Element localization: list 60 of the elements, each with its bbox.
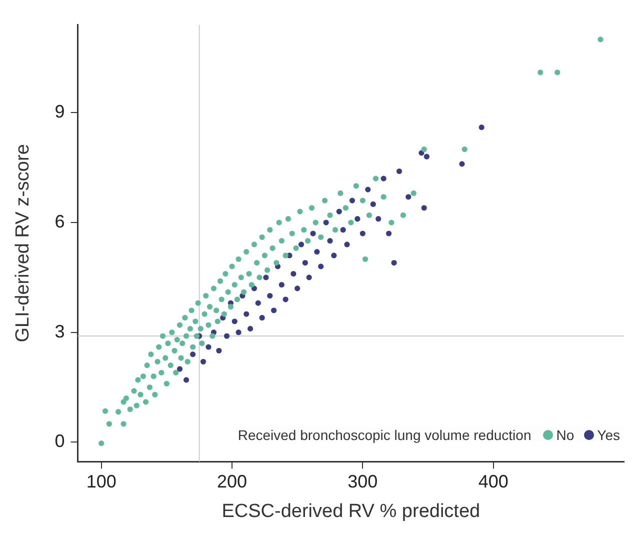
- point: [236, 330, 242, 336]
- point: [314, 249, 320, 255]
- x-tick-label: 200: [216, 471, 248, 492]
- point: [396, 168, 402, 174]
- point: [200, 358, 206, 364]
- point: [370, 201, 376, 208]
- point: [278, 282, 284, 288]
- point: [183, 377, 190, 383]
- point: [259, 314, 265, 321]
- x-tick-label: 300: [348, 471, 378, 492]
- legend-label: No: [556, 427, 574, 443]
- point: [176, 366, 183, 372]
- point: [282, 296, 288, 302]
- point: [344, 242, 350, 248]
- y-tick-label: 0: [54, 431, 65, 452]
- point: [336, 208, 342, 214]
- y-tick-label: 6: [54, 211, 65, 232]
- point: [190, 352, 196, 358]
- point: [271, 308, 277, 314]
- point: [376, 216, 382, 222]
- point: [224, 333, 230, 339]
- x-tick-label: 100: [86, 471, 116, 492]
- point: [247, 326, 254, 332]
- point: [232, 318, 238, 324]
- point: [354, 216, 360, 222]
- point: [406, 194, 412, 200]
- point: [360, 230, 366, 236]
- point: [318, 264, 324, 270]
- point: [302, 260, 308, 266]
- point: [310, 230, 316, 236]
- point: [386, 230, 392, 236]
- legend-title: Received bronchoscopic lung volume reduction: [238, 427, 532, 443]
- legend-label: Yes: [597, 427, 620, 443]
- point: [424, 154, 430, 160]
- x-axis-title: ECSC-derived RV % predicted: [222, 500, 480, 522]
- point: [421, 205, 427, 211]
- point: [306, 274, 312, 280]
- point: [206, 344, 212, 350]
- point: [478, 124, 484, 130]
- point: [349, 198, 356, 204]
- point: [327, 238, 333, 244]
- point: [216, 348, 222, 354]
- point: [267, 292, 273, 299]
- point: [365, 186, 371, 192]
- point: [391, 260, 397, 266]
- point: [290, 270, 296, 277]
- point: [459, 161, 465, 167]
- point: [244, 311, 250, 317]
- point: [263, 274, 269, 280]
- point: [255, 300, 261, 306]
- y-tick-label: 3: [54, 321, 65, 342]
- point: [323, 220, 329, 226]
- y-tick-label: 9: [54, 102, 65, 122]
- point: [340, 227, 346, 233]
- y-axis-title: GLI-derived RV z-score: [12, 144, 34, 342]
- point: [331, 252, 337, 258]
- x-tick-label: 400: [478, 471, 508, 492]
- point: [380, 176, 386, 182]
- point: [294, 286, 300, 292]
- point: [298, 242, 304, 248]
